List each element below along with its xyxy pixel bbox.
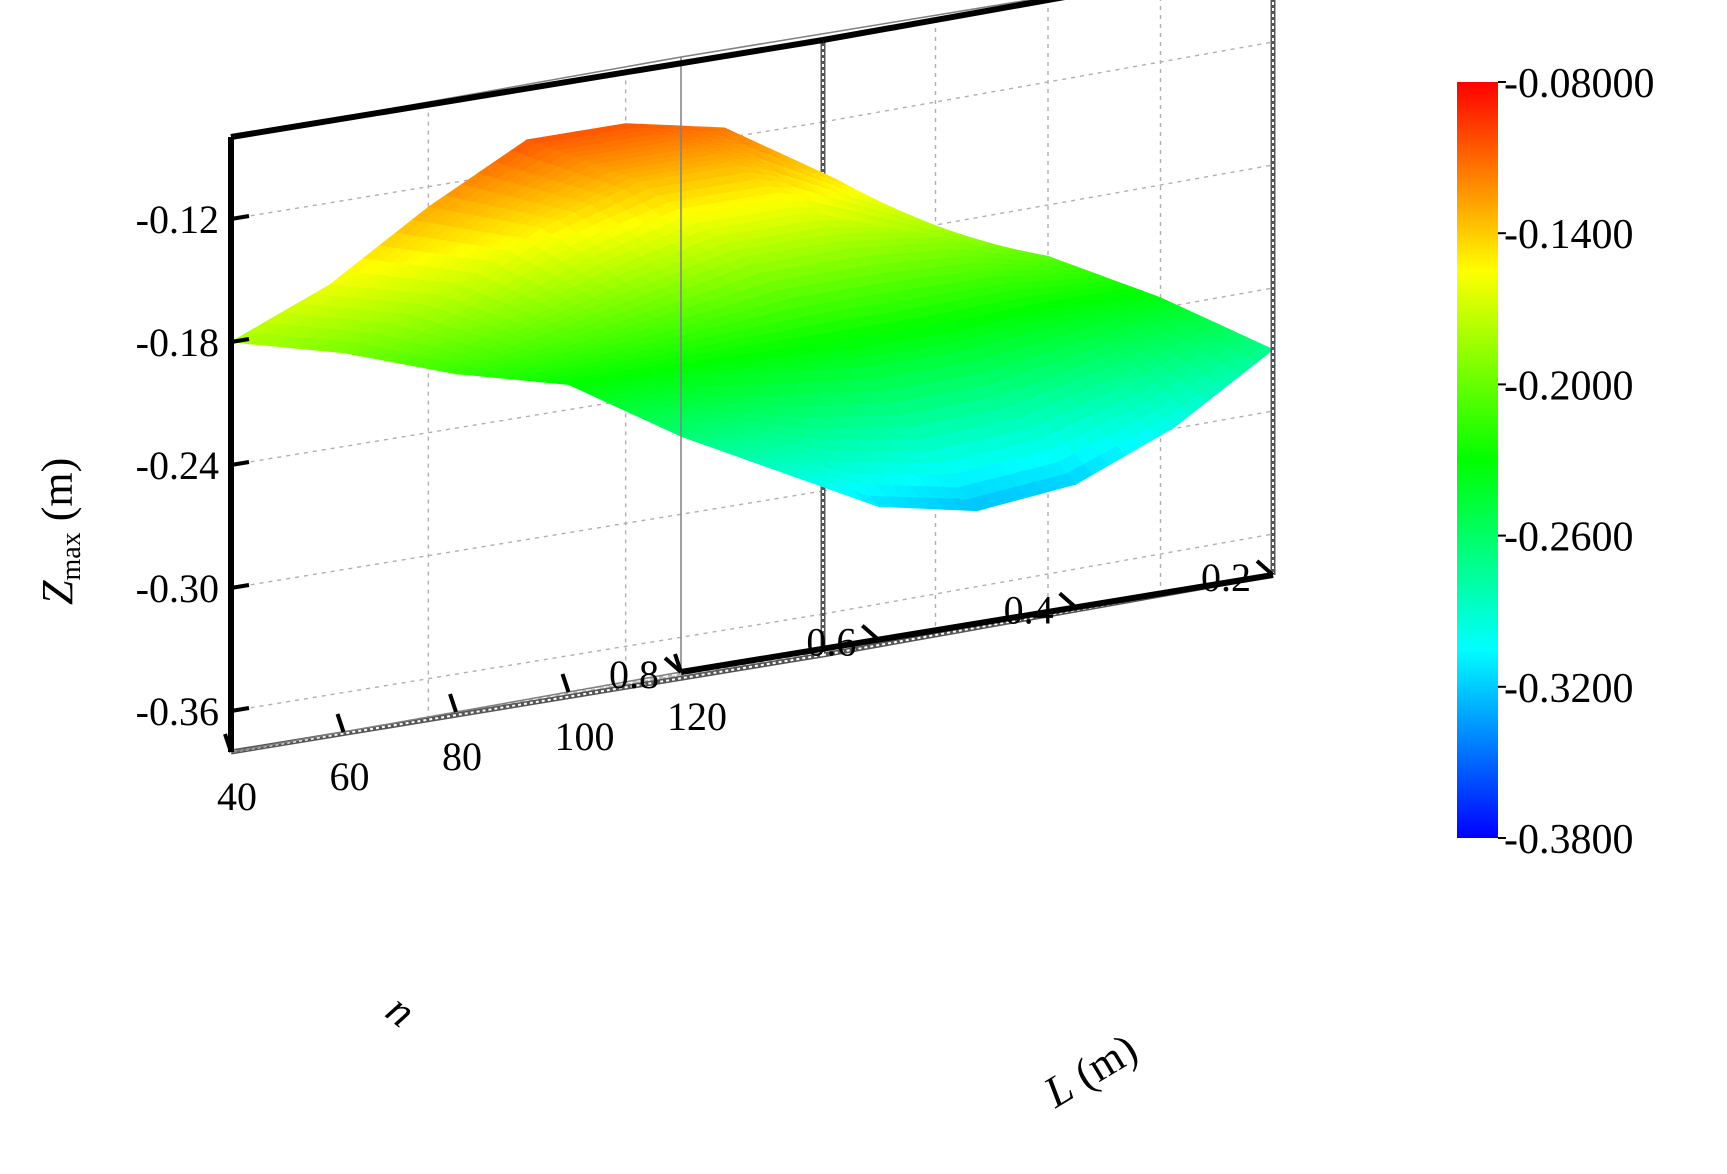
z-axis-title-sub: max	[56, 532, 87, 580]
n-axis-tick	[1255, 559, 1275, 577]
z-axis-tick	[230, 583, 250, 590]
colorbar	[1457, 82, 1498, 838]
z-axis-tick	[230, 337, 250, 344]
box-edge	[230, 652, 824, 755]
surface	[229, 123, 1274, 512]
colorbar-tick-label: -0.3800	[1504, 817, 1634, 863]
z-axis-tick	[230, 460, 250, 467]
z-tick-label: -0.36	[136, 689, 219, 734]
L-tick-label: 120	[667, 694, 727, 739]
L-axis-tick	[448, 693, 458, 713]
n-axis-tick	[1058, 591, 1077, 609]
box-edge	[680, 572, 1274, 675]
box-edge	[230, 37, 824, 140]
L-tick-label: 80	[442, 734, 482, 779]
n-tick-label: 0.4	[1004, 587, 1054, 632]
y-axis-title: n	[377, 984, 425, 1036]
box-front-edges	[228, 0, 1276, 753]
grid-line	[230, 490, 824, 589]
z-axis-title-rest: (m)	[33, 458, 82, 533]
colorbar-tick-label: -0.2600	[1504, 515, 1634, 561]
z-axis-tick	[230, 214, 250, 221]
colorbar-ticks: -0.08000 -0.1400 -0.2000 -0.2600 -0.3200 -0.3…	[1498, 61, 1655, 863]
grid-line	[230, 613, 824, 712]
box-edge	[822, 0, 1066, 43]
z-tick-label: -0.18	[136, 320, 219, 365]
z-axis-title-main: Z	[33, 580, 82, 605]
tick-labels: -0.12 -0.18 -0.24 -0.30 -0.36 0.2 0.4 0.6 0.8 40 6…	[136, 197, 1275, 819]
L-axis-tick	[223, 733, 233, 753]
n-tick-label: 0.2	[1201, 555, 1251, 600]
L-axis-tick	[560, 673, 571, 693]
L-axis-tick	[673, 653, 683, 673]
colorbar-tick-label: -0.1400	[1504, 212, 1634, 258]
box-edge	[230, 654, 824, 753]
L-tick-label: 60	[330, 754, 370, 799]
L-tick-label: 100	[555, 714, 615, 759]
box-edge	[680, 0, 1034, 58]
z-tick-label: -0.30	[136, 566, 219, 611]
L-axis-tick	[335, 713, 346, 733]
colorbar-tick-label: -0.2000	[1504, 363, 1634, 409]
n-tick-label: 0.6	[806, 620, 856, 665]
grid-line	[822, 533, 1274, 615]
z-tick-label: -0.12	[136, 197, 219, 242]
grid-line	[822, 164, 1274, 246]
colorbar-tick-label: -0.3200	[1504, 666, 1634, 712]
x-axis-title: L (m)	[1035, 1024, 1146, 1118]
colorbar-tick-label: -0.08000	[1504, 61, 1655, 107]
z-axis-title: Zmax (m)	[33, 458, 87, 605]
n-axis-tick	[861, 624, 880, 642]
n-tick-label: 0.8	[609, 652, 659, 697]
L-tick-label: 40	[217, 774, 257, 819]
z-axis-tick	[230, 706, 250, 713]
z-tick-label: -0.24	[136, 443, 219, 488]
